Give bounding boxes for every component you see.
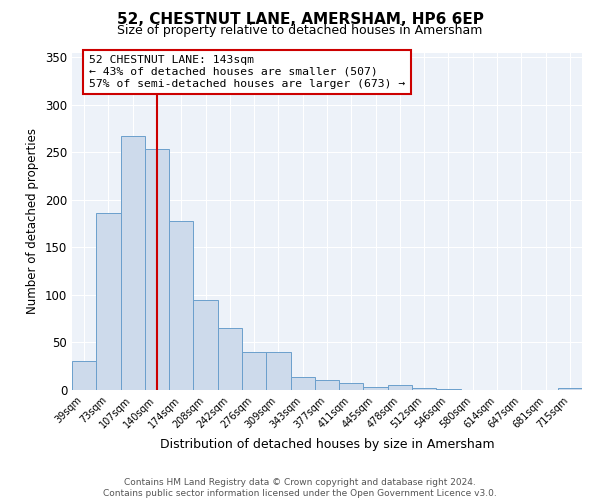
- Bar: [315, 380, 339, 390]
- X-axis label: Distribution of detached houses by size in Amersham: Distribution of detached houses by size …: [160, 438, 494, 451]
- Bar: [266, 352, 290, 390]
- Bar: [290, 376, 315, 390]
- Bar: [72, 362, 96, 390]
- Bar: [218, 328, 242, 390]
- Bar: [145, 150, 169, 390]
- Bar: [169, 221, 193, 390]
- Bar: [242, 352, 266, 390]
- Bar: [436, 389, 461, 390]
- Text: Contains HM Land Registry data © Crown copyright and database right 2024.
Contai: Contains HM Land Registry data © Crown c…: [103, 478, 497, 498]
- Bar: [339, 384, 364, 390]
- Text: 52 CHESTNUT LANE: 143sqm
← 43% of detached houses are smaller (507)
57% of semi-: 52 CHESTNUT LANE: 143sqm ← 43% of detach…: [89, 56, 405, 88]
- Bar: [412, 388, 436, 390]
- Bar: [388, 385, 412, 390]
- Bar: [558, 388, 582, 390]
- Text: 52, CHESTNUT LANE, AMERSHAM, HP6 6EP: 52, CHESTNUT LANE, AMERSHAM, HP6 6EP: [116, 12, 484, 28]
- Text: Size of property relative to detached houses in Amersham: Size of property relative to detached ho…: [118, 24, 482, 37]
- Y-axis label: Number of detached properties: Number of detached properties: [26, 128, 40, 314]
- Bar: [364, 387, 388, 390]
- Bar: [193, 300, 218, 390]
- Bar: [121, 136, 145, 390]
- Bar: [96, 213, 121, 390]
